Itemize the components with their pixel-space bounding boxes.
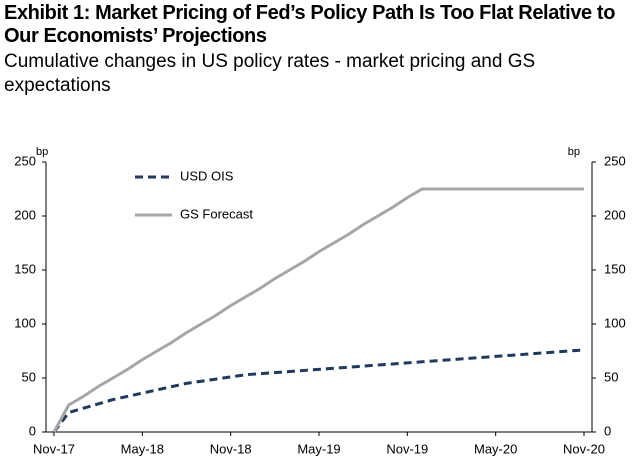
x-tick-label: May-19: [297, 441, 340, 456]
legend-label: USD OIS: [180, 168, 234, 183]
chart-title: Exhibit 1: Market Pricing of Fed’s Polic…: [4, 2, 616, 47]
x-tick-label: May-20: [474, 441, 517, 456]
y2-tick-label: 0: [604, 423, 611, 438]
series-line: [52, 348, 585, 433]
y-tick-label: 50: [22, 369, 36, 384]
y2-tick-label: 250: [604, 153, 626, 168]
chart-subtitle: Cumulative changes in US policy rates - …: [4, 51, 536, 96]
x-tick-label: May-18: [121, 441, 164, 456]
x-tick-label: Nov-20: [563, 441, 605, 456]
y2-tick-label: 150: [604, 261, 626, 276]
y-tick-label: 0: [29, 423, 36, 438]
x-tick-label: Nov-18: [210, 441, 252, 456]
y2-tick-label: 200: [604, 207, 626, 222]
x-tick-label: Nov-17: [33, 441, 75, 456]
y2-unit: bp: [568, 146, 580, 158]
y2-tick-label: 50: [604, 369, 618, 384]
y-tick-label: 150: [14, 261, 36, 276]
y-unit: bp: [36, 146, 48, 158]
y-tick-label: 200: [14, 207, 36, 222]
x-tick-label: Nov-19: [386, 441, 428, 456]
series-line: [52, 187, 584, 433]
y-tick-label: 100: [14, 315, 36, 330]
legend-label: GS Forecast: [180, 206, 253, 221]
y2-tick-label: 100: [604, 315, 626, 330]
y-tick-label: 250: [14, 153, 36, 168]
